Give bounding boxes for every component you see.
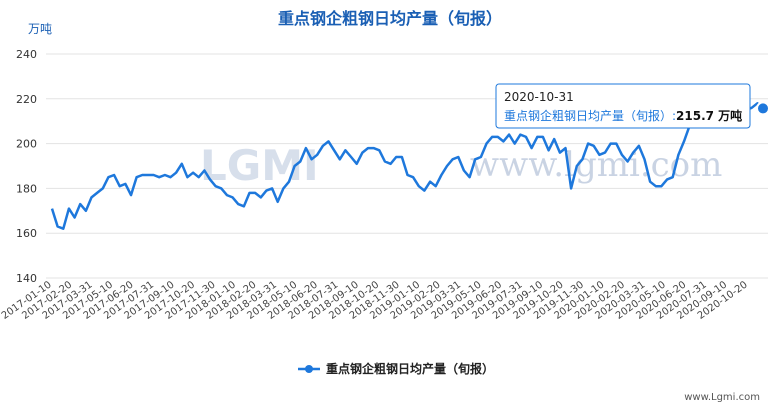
y-tick-label: 200 [16,138,37,151]
y-tick-label: 140 [16,272,37,285]
legend-label: 重点钢企粗钢日均产量（旬报） [326,361,494,376]
chart-title: 重点钢企粗钢日均产量（旬报） [278,9,502,28]
tooltip-row: 重点钢企粗钢日均产量（旬报）:215.7 万吨 [504,108,742,123]
watermark-logo: LGMI [200,141,319,190]
y-axis-ticks: 140 160 180 200 220 240 [16,48,37,285]
y-tick-label: 160 [16,227,37,240]
footer-url[interactable]: www.Lgmi.com [684,392,760,403]
legend-marker-icon [305,365,313,373]
tooltip: 2020-10-31 重点钢企粗钢日均产量（旬报）:215.7 万吨 [495,83,751,129]
tooltip-date: 2020-10-31 [504,90,574,104]
y-axis-unit: 万吨 [28,22,52,36]
tooltip-label: 重点钢企粗钢日均产量（旬报）: [504,108,676,123]
plot-area [50,101,770,230]
tooltip-box [495,83,751,129]
series-line [50,102,764,230]
tooltip-value: 215.7 万吨 [676,108,742,123]
legend[interactable]: 重点钢企粗钢日均产量（旬报） [298,361,494,376]
last-data-point[interactable] [756,101,770,116]
x-axis-ticks: 2017-01-102017-02-202017-03-312017-05-10… [0,279,750,321]
y-tick-label: 180 [16,182,37,195]
y-tick-label: 220 [16,93,37,106]
grid-lines [46,53,768,279]
y-tick-label: 240 [16,48,37,61]
